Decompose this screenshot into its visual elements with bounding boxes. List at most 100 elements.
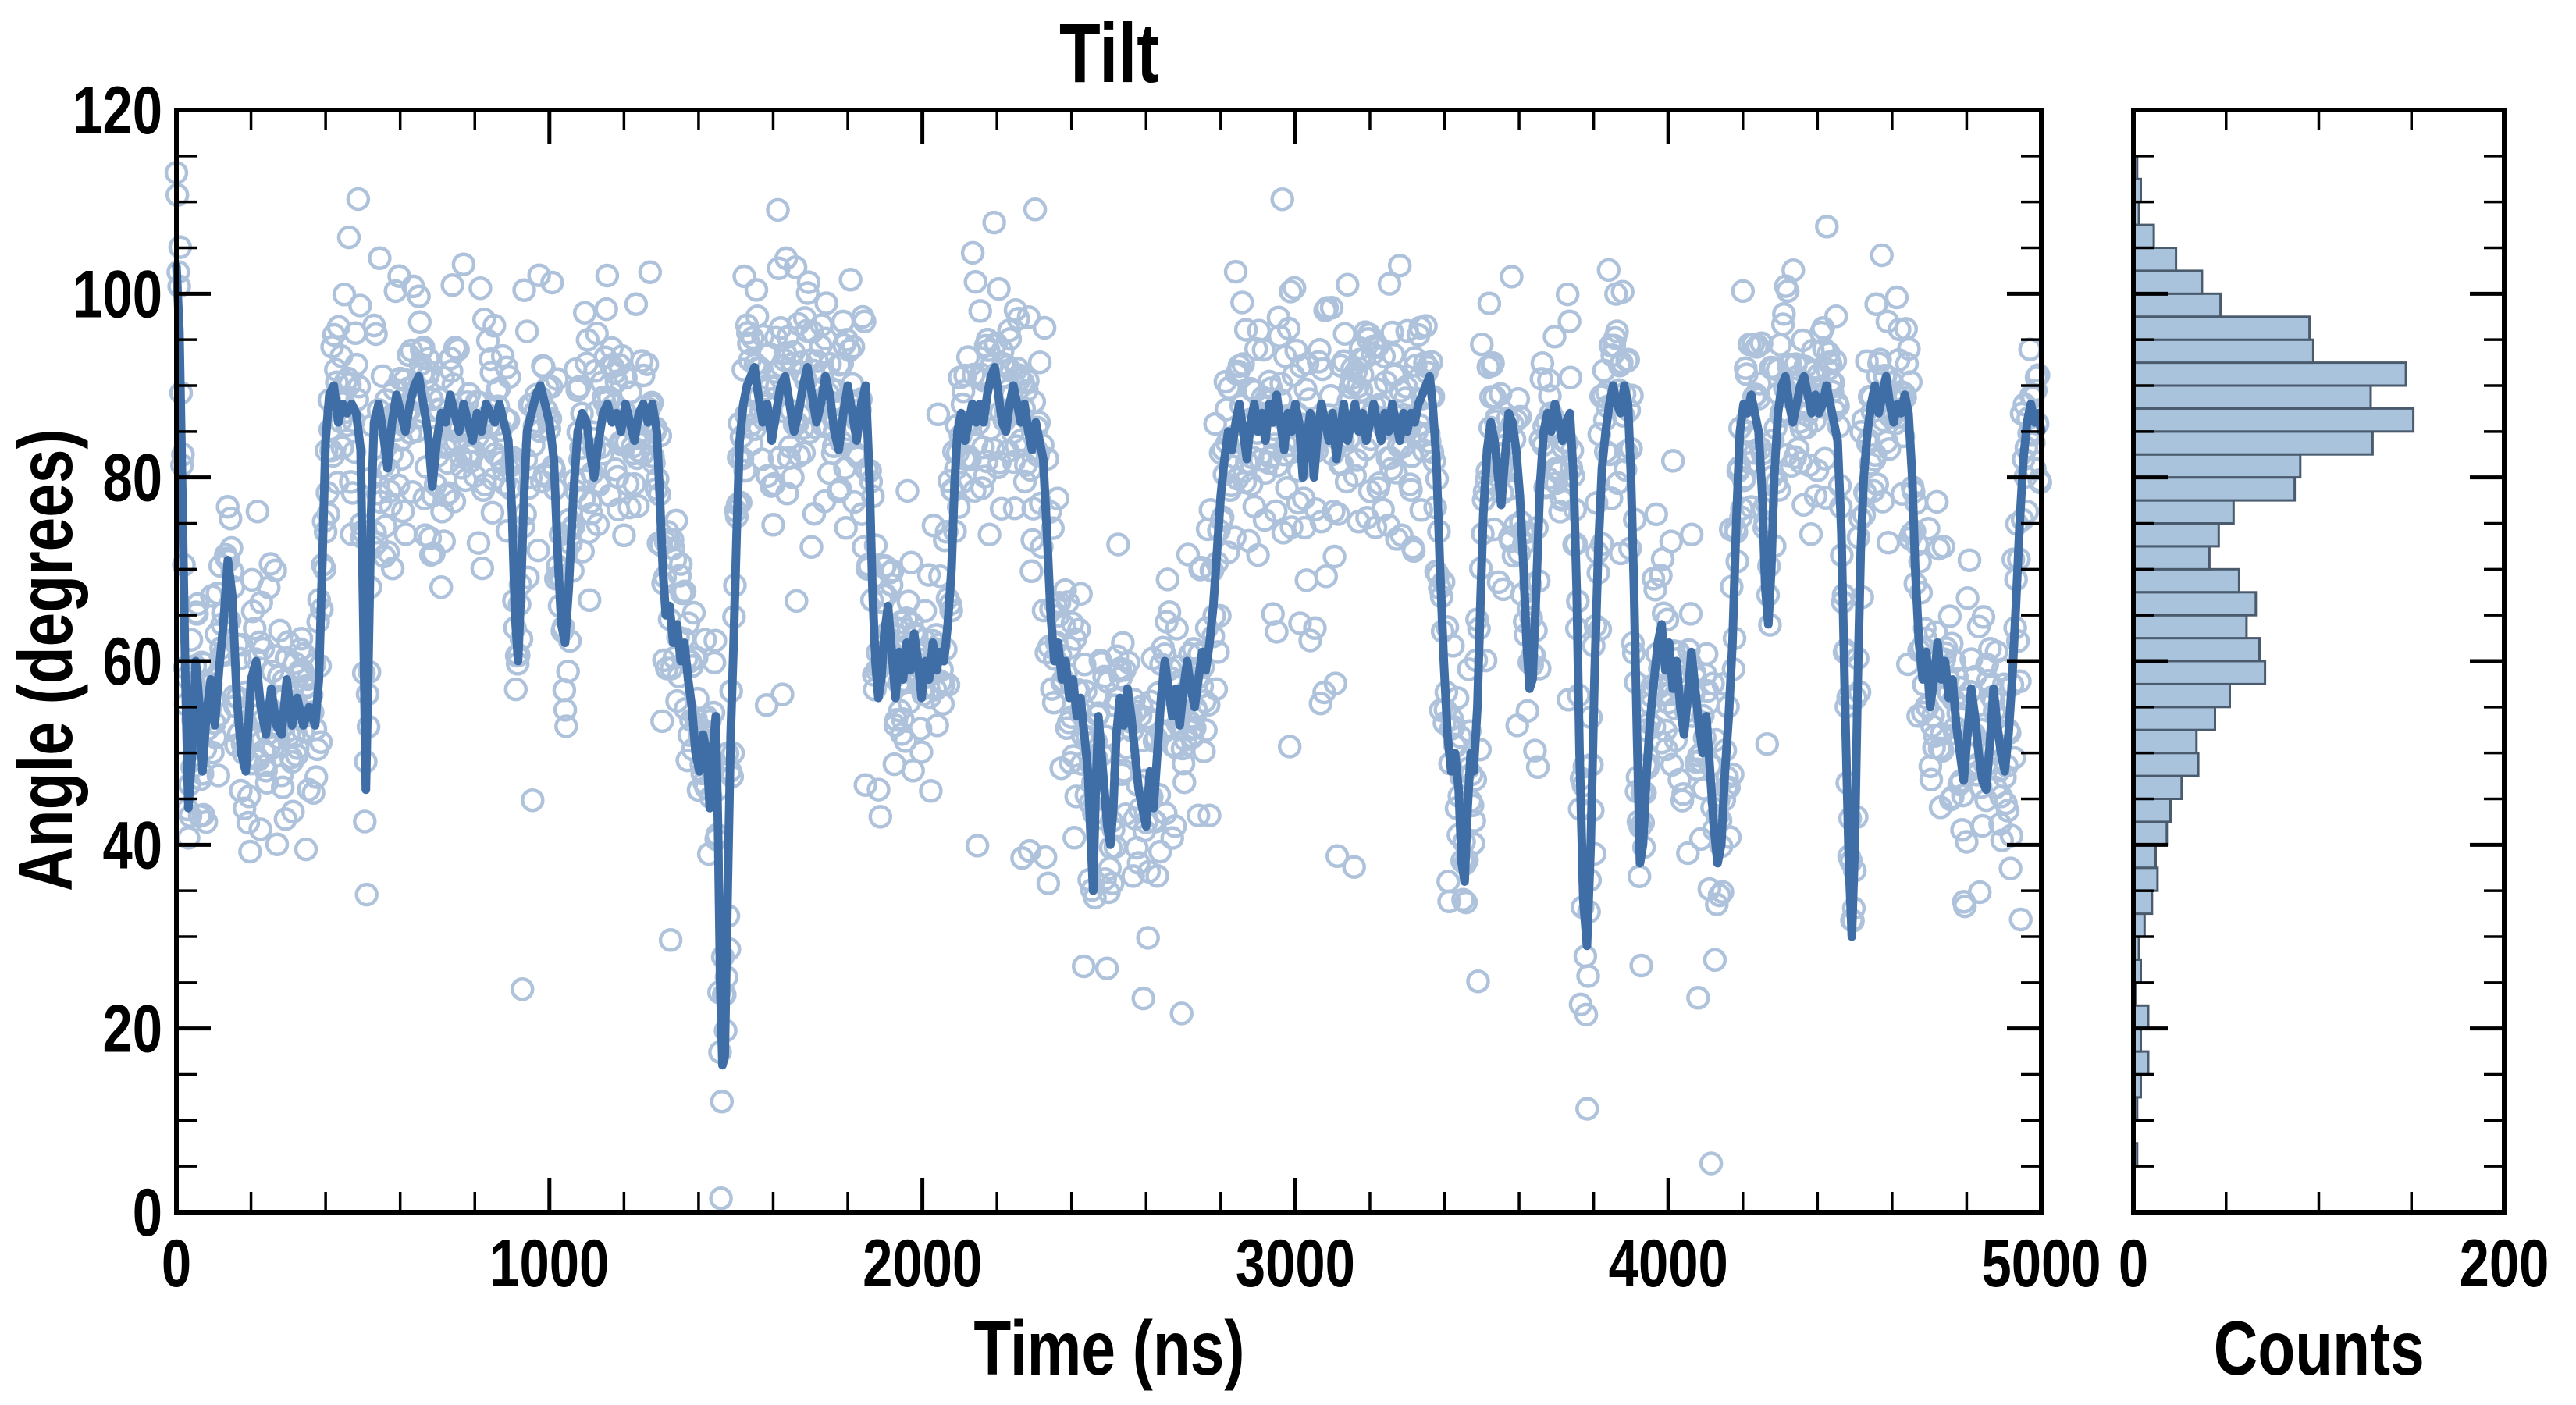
scatter-point [632,363,656,388]
scatter-point [393,522,418,546]
scatter-point [1955,830,1979,854]
scatter-point [1270,187,1294,212]
scatter-point [1710,880,1735,904]
scatter-point [1649,564,1673,588]
scatter-point [480,500,505,525]
scatter-point [1767,478,1791,502]
scatter-point [1558,365,1583,389]
scatter-point [814,291,838,315]
scatter-point [527,263,551,287]
scatter-point [868,805,893,829]
histogram-bar [2132,315,2311,341]
scatter-point [1016,368,1040,393]
x-tick-label: 1000 [489,1226,609,1301]
scatter-point [346,187,371,212]
scatter-point [970,476,994,500]
scatter-point [332,283,357,307]
scatter-point [512,278,536,302]
histogram-bar [2132,292,2222,318]
scatter-point [709,1186,733,1211]
scatter-point [1006,307,1030,331]
histogram-bar [2132,338,2314,365]
scatter-point [1823,304,1848,329]
scatter-point [1506,386,1531,411]
scatter-point [1755,731,1780,756]
scatter-point [1864,292,1888,316]
scatter-point [364,322,388,347]
scatter-point [294,837,318,862]
scatter-point [1627,864,1652,888]
scatter-point [215,494,240,519]
scatter-point [1145,863,1169,888]
scatter-point [432,529,457,553]
scatter-point [1303,616,1327,640]
scatter-point [1019,559,1044,584]
scatter-point [572,301,597,325]
scatter-point [1998,856,2023,880]
scatter-point [2023,378,2048,403]
scatter-point [1884,285,1909,310]
scatter-point [732,264,756,289]
scatter-point [1815,215,1839,239]
scatter-point [440,273,464,297]
scatter-point [1555,282,1580,307]
scatter-point [1106,532,1130,557]
scatter-point [348,293,372,318]
scatter-point [308,730,333,754]
x-tick-label: 0 [162,1226,191,1301]
scatter-point [909,740,934,764]
scatter-point [841,334,866,359]
scatter-point [693,628,717,653]
scatter-point [495,519,520,543]
scatter-point [1500,265,1524,289]
scatter-point [893,729,918,753]
scatter-point [838,268,863,292]
histogram-bar [2132,843,2157,870]
scatter-point [1895,652,1920,677]
scatter-point [1703,948,1727,973]
scatter-point [1414,314,1438,338]
scatter-point [1023,197,1048,222]
scatter-point [668,552,693,576]
scatter-point [853,773,877,797]
x-tick-label: 3000 [1236,1226,1355,1301]
scatter-point [416,347,440,371]
scatter-point [336,225,361,250]
histogram-bar [2132,407,2415,433]
scatter-point [411,335,436,360]
scatter-point [1230,290,1254,315]
scatter-point [236,810,261,835]
scatter-point [1176,542,1201,567]
scatter-point [1919,767,1944,792]
scatter-point [545,367,569,391]
scatter-point [1116,650,1140,674]
scatter-point [1111,631,1135,655]
scatter-point [838,338,862,362]
scatter-point [1131,986,1155,1011]
scatter-point [1298,628,1322,653]
scatter-point [1955,585,1980,610]
scatter-point [1295,351,1320,376]
scatter-point [650,709,674,734]
scatter-point [1437,889,1461,914]
scatter-point [1276,316,1301,341]
scatter-point [470,556,495,581]
scatter-point [595,263,620,288]
scatter-point [1481,350,1505,375]
scatter-point [1155,567,1180,592]
scatter-point [1952,894,1977,919]
scatter-point [834,516,858,540]
scatter-point [1542,325,1567,349]
histogram-bar [2132,476,2297,502]
scatter-point [1204,677,1229,702]
scatter-point [468,276,493,301]
scatter-point [1242,494,1267,519]
histogram-bar [2132,247,2178,272]
chart-title: Tilt [176,6,2041,100]
scatter-point [1384,461,1408,485]
scatter-point [1931,535,1955,559]
scatter-point [1163,814,1187,838]
histogram-bars [2132,155,2415,1168]
scatter-point [1806,458,1830,482]
